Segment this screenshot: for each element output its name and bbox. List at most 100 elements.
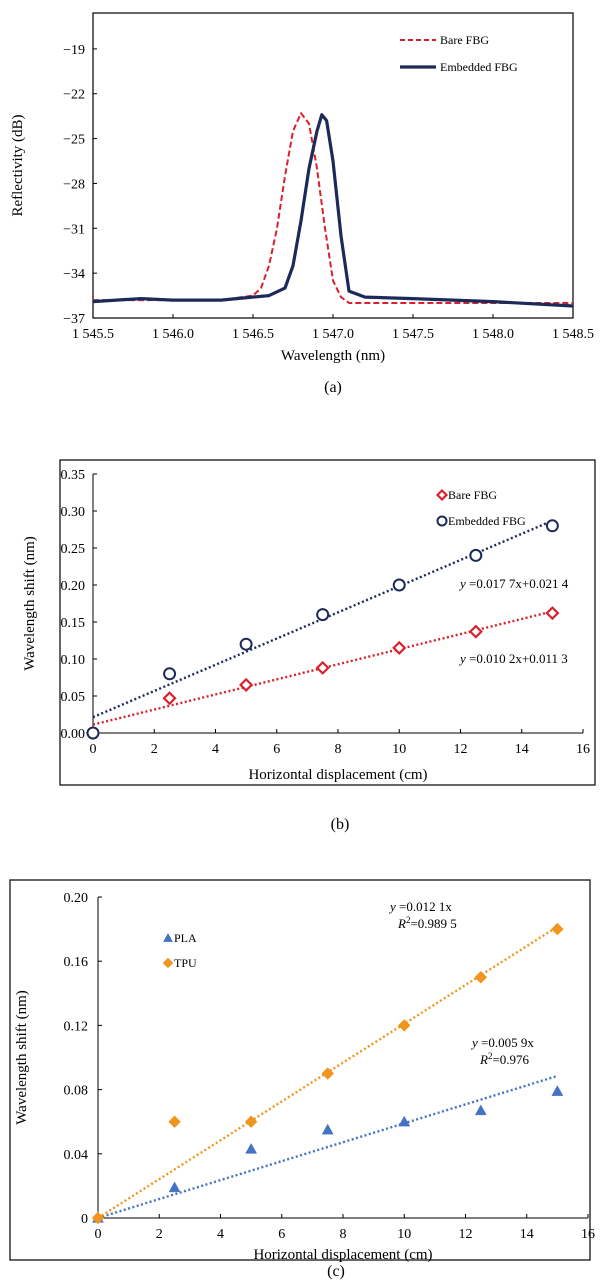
marker-diamond: [321, 1067, 334, 1080]
marker-circle: [86, 726, 100, 740]
marker-diamond: [162, 957, 174, 969]
x-tick-label: 1 545.5: [72, 327, 114, 342]
r-squared: R2=0.976: [479, 1051, 530, 1067]
chart-panel-b: 0 2 4 6 8 10 12 14 16 0.00 0.05 0.10 0.15 0.20 0.25 0.3…: [22, 459, 596, 833]
outer-frame: [9, 879, 591, 1261]
chart-panel-c: 0 2 4 6 8 10 12 14 16 0 0.04 0.08 0.12 0.16 0.20 Horizo…: [9, 879, 595, 1280]
y-axis-title: Wavelength shift (nm): [22, 536, 38, 671]
marker-triangle: [245, 1142, 258, 1154]
marker-circle: [239, 637, 253, 651]
panel-caption: (c): [327, 1263, 345, 1280]
marker-diamond: [315, 660, 330, 675]
x-tick-label: 14: [515, 742, 529, 757]
series-tpu: [91, 922, 564, 1225]
marker-diamond: [435, 488, 449, 502]
y-tick-label: −34: [63, 267, 85, 282]
y-tick-label: 0.20: [64, 891, 89, 906]
x-tick-label: 12: [459, 1227, 473, 1242]
marker-triangle: [551, 1085, 564, 1096]
marker-circle: [469, 548, 483, 562]
y-tick-label: 0.25: [61, 542, 86, 557]
y-tick-label: 0.15: [61, 616, 86, 631]
y-tick-label: 0.05: [61, 690, 86, 705]
legend-label: PLA: [174, 931, 197, 945]
y-axis-title: Reflectivity (dB): [10, 114, 26, 216]
series-line: [93, 112, 573, 304]
x-tick-label: 8: [340, 1227, 347, 1242]
outer-frame: [59, 459, 596, 786]
y-tick-label: 0: [81, 1212, 88, 1227]
x-axis-title: Horizontal displacement (cm): [248, 767, 427, 783]
x-tick-label: 6: [273, 742, 280, 757]
chart-panel-a: 1 545.5 1 546.0 1 546.5 1 547.0 1 547.5 1 548…: [10, 12, 594, 396]
marker-diamond: [551, 922, 564, 936]
legend-label: Embedded FBG: [448, 514, 526, 528]
marker-diamond: [545, 606, 560, 621]
marker-triangle: [163, 932, 173, 942]
marker-triangle: [398, 1115, 411, 1127]
x-tick-label: 2: [156, 1227, 163, 1242]
x-tick-label: 0: [95, 1227, 102, 1242]
trend-line: [97, 1074, 558, 1220]
x-tick-label: 1 546.5: [232, 327, 274, 342]
y-axis-title: Wavelength shift (nm): [14, 990, 30, 1125]
marker-diamond: [91, 1211, 105, 1225]
y-tick-label: −28: [63, 177, 85, 192]
x-tick-label: 8: [335, 742, 342, 757]
y-tick-label: −19: [63, 43, 85, 58]
marker-circle: [545, 519, 559, 533]
series-line: [92, 113, 574, 308]
marker-triangle: [168, 1181, 181, 1193]
y-tick-label: 0.20: [61, 579, 86, 594]
marker-diamond: [239, 677, 254, 692]
x-axis-title: Wavelength (nm): [281, 348, 385, 364]
x-tick-label: 4: [212, 742, 219, 757]
panel-caption: (b): [331, 816, 350, 833]
marker-diamond: [398, 1019, 411, 1032]
x-tick-label: 4: [217, 1227, 224, 1242]
marker-triangle: [474, 1104, 487, 1116]
y-tick-label: 0.35: [61, 468, 86, 483]
series-bare-fbg: [85, 606, 560, 741]
x-tick-label: 6: [278, 1227, 285, 1242]
x-tick-label: 1 548.5: [552, 327, 594, 342]
fit-equation: y =0.005 9x: [470, 1035, 534, 1050]
y-tick-label: 0.30: [61, 505, 86, 520]
x-tick-label: 0: [90, 742, 97, 757]
series-embedded-fbg: [92, 113, 574, 308]
legend-label: TPU: [174, 956, 197, 970]
marker-diamond: [392, 640, 407, 655]
marker-circle: [436, 515, 448, 527]
x-tick-label: 14: [520, 1227, 534, 1242]
marker-triangle: [321, 1123, 334, 1135]
fit-equation: y =0.012 1x: [388, 899, 452, 914]
x-tick-label: 2: [151, 742, 158, 757]
marker-diamond: [244, 1115, 258, 1128]
marker-diamond: [162, 691, 177, 706]
r-squared: R2=0.989 5: [397, 915, 457, 931]
marker-diamond: [474, 971, 488, 984]
y-tick-label: 0.04: [64, 1148, 89, 1163]
x-tick-label: 12: [454, 742, 468, 757]
marker-circle: [392, 578, 406, 592]
y-tick-label: 0.12: [64, 1019, 89, 1034]
y-tick-label: −22: [63, 88, 85, 103]
marker-circle: [163, 667, 177, 681]
marker-diamond: [168, 1115, 181, 1128]
x-tick-label: 16: [581, 1227, 595, 1242]
y-tick-label: 0.00: [61, 727, 86, 742]
x-tick-label: 16: [576, 742, 590, 757]
y-tick-label: −31: [63, 222, 85, 237]
y-tick-label: 0.08: [64, 1084, 89, 1099]
legend-label: Bare FBG: [440, 33, 489, 47]
marker-circle: [316, 608, 330, 622]
y-tick-label: 0.10: [61, 653, 86, 668]
x-tick-label: 1 548.0: [472, 327, 514, 342]
x-tick-label: 1 547.5: [392, 327, 434, 342]
series-pla: [92, 1074, 564, 1223]
fit-equation: y =0.017 7x+0.021 4: [458, 576, 569, 591]
x-tick-label: 10: [392, 742, 406, 757]
x-tick-label: 1 547.0: [312, 327, 354, 342]
x-tick-label: 1 546.0: [152, 327, 194, 342]
